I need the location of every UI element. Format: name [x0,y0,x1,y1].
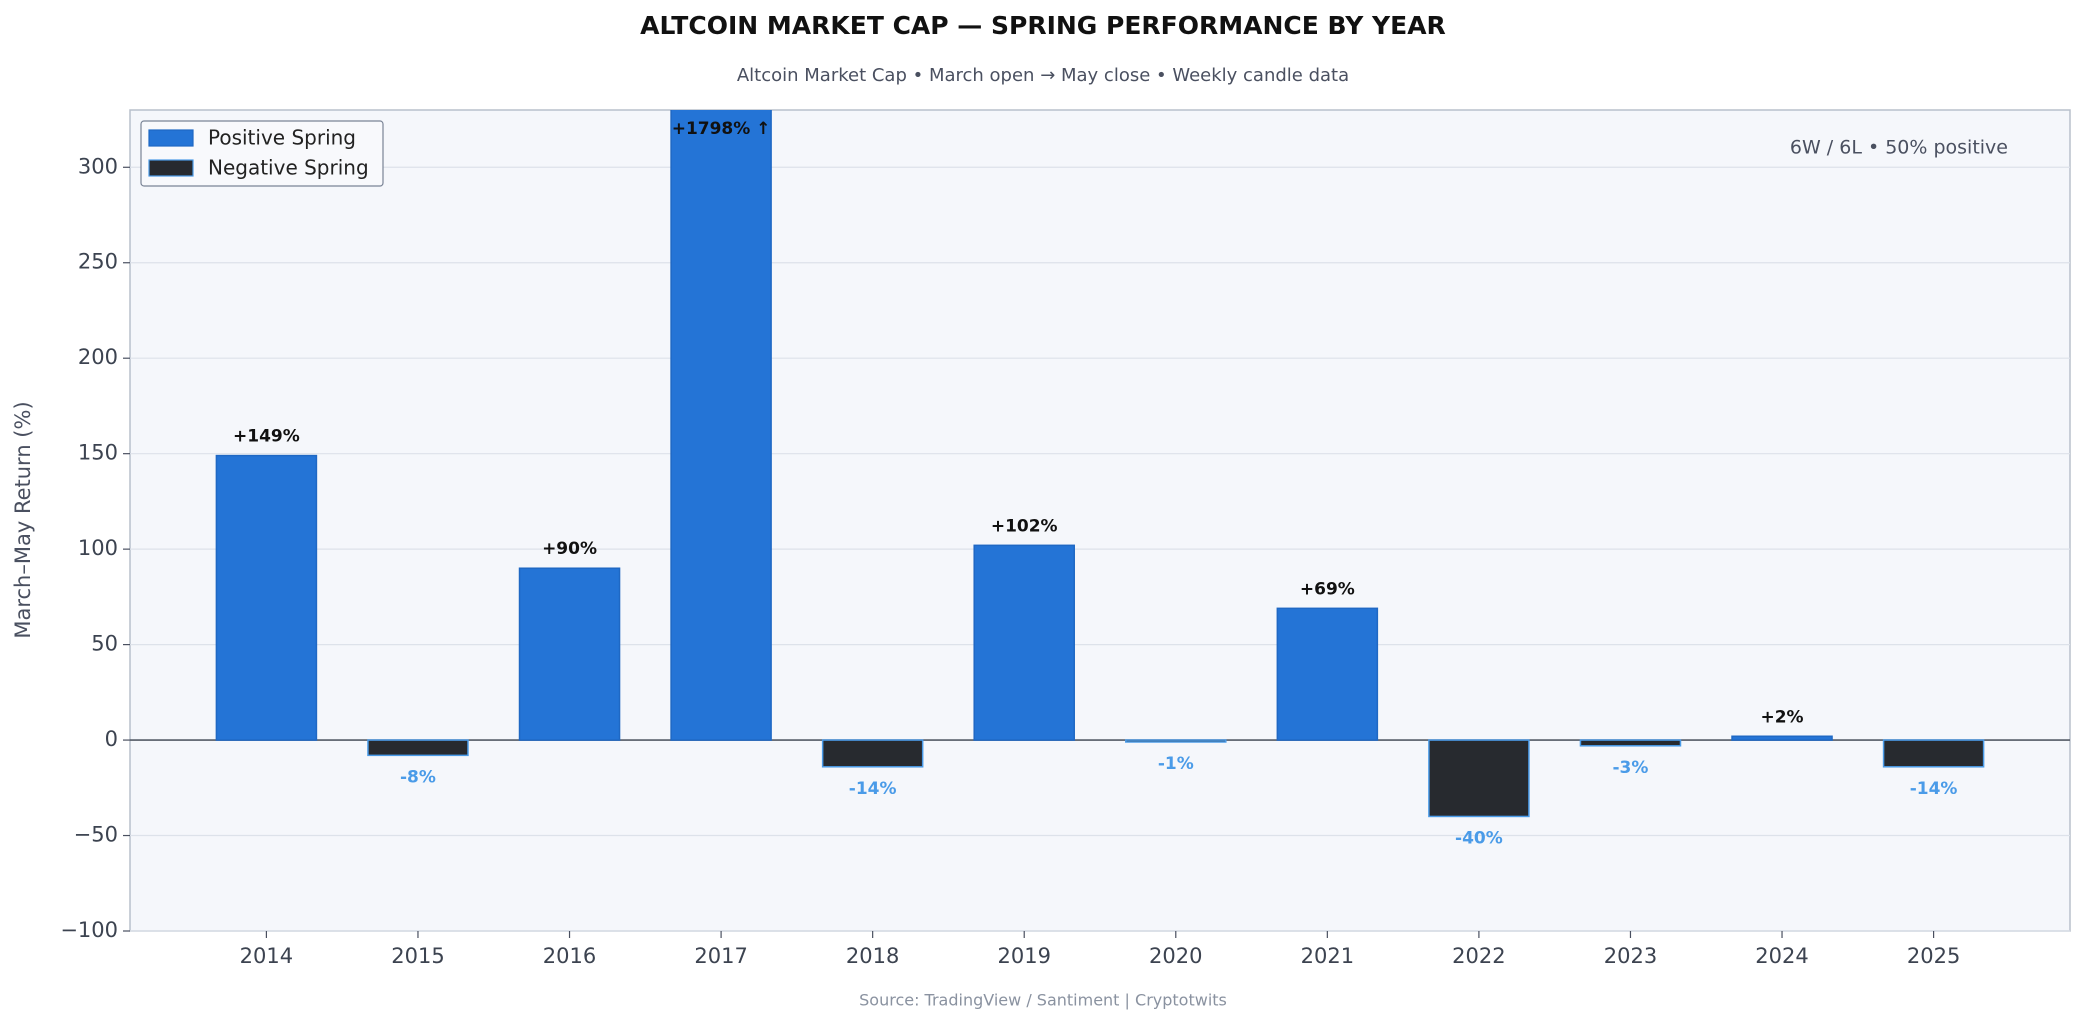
bar [1731,735,1833,741]
value-label: -14% [849,779,897,799]
x-tick-label: 2020 [1149,944,1202,968]
x-tick-label: 2017 [694,944,747,968]
value-label: -40% [1455,828,1503,848]
y-tick-label: 300 [78,154,118,178]
value-label: +102% [991,516,1058,536]
source-note: Source: TradingView / Santiment | Crypto… [859,991,1227,1010]
bar [670,110,772,741]
value-label: +1798% ↑ [672,119,771,139]
labels: −100 −50 0 50 100 150 200 250 300 2014 +149% 2015 -8… [60,119,1960,968]
bar [1882,739,1985,768]
legend-swatch [148,159,194,177]
bar [1428,739,1530,818]
y-tick-label: −50 [74,823,118,847]
chart-title: ALTCOIN MARKET CAP — SPRING PERFORMANCE … [640,11,1446,40]
value-label: +2% [1760,707,1803,727]
x-tick-label: 2019 [997,944,1050,968]
bar [1579,739,1682,747]
legend-label: Positive Spring [208,126,356,150]
legend-box [140,120,384,187]
value-label: +69% [1300,579,1355,599]
annotation: 6W / 6L • 50% positive [1790,137,2008,159]
x-tick-label: 2025 [1907,944,1960,968]
bar [973,544,1075,741]
y-tick-label: 150 [78,441,118,465]
value-label: +90% [542,539,597,559]
bar [1125,739,1227,743]
legend-label: Negative Spring [208,156,369,180]
x-tick-label: 2021 [1301,944,1354,968]
y-tick-label: 50 [91,632,118,656]
y-tick-label: 250 [78,250,118,274]
y-axis-label: March–May Return (%) [11,401,35,638]
bars [215,110,1985,818]
bar [821,739,924,768]
bar [518,567,621,741]
x-tick-label: 2024 [1755,944,1808,968]
bar [215,454,318,741]
bar [367,739,469,757]
legend-swatch [148,129,194,147]
value-label: -8% [400,767,436,787]
value-label: -14% [1910,779,1958,799]
bar [1276,607,1379,741]
x-tick-label: 2014 [240,944,293,968]
y-tick-label: 200 [78,345,118,369]
plot-area [129,109,2071,932]
value-label: +149% [233,427,300,447]
y-tick-label: −100 [60,918,118,942]
y-tick-label: 0 [105,727,118,751]
x-tick-label: 2022 [1452,944,1505,968]
x-tick-label: 2015 [391,944,444,968]
x-tick-label: 2018 [846,944,899,968]
x-tick-label: 2023 [1604,944,1657,968]
value-label: -1% [1158,754,1194,774]
x-tick-label: 2016 [543,944,596,968]
chart-subtitle: Altcoin Market Cap • March open → May cl… [737,65,1349,86]
y-tick-label: 100 [78,536,118,560]
value-label: -3% [1613,758,1649,778]
